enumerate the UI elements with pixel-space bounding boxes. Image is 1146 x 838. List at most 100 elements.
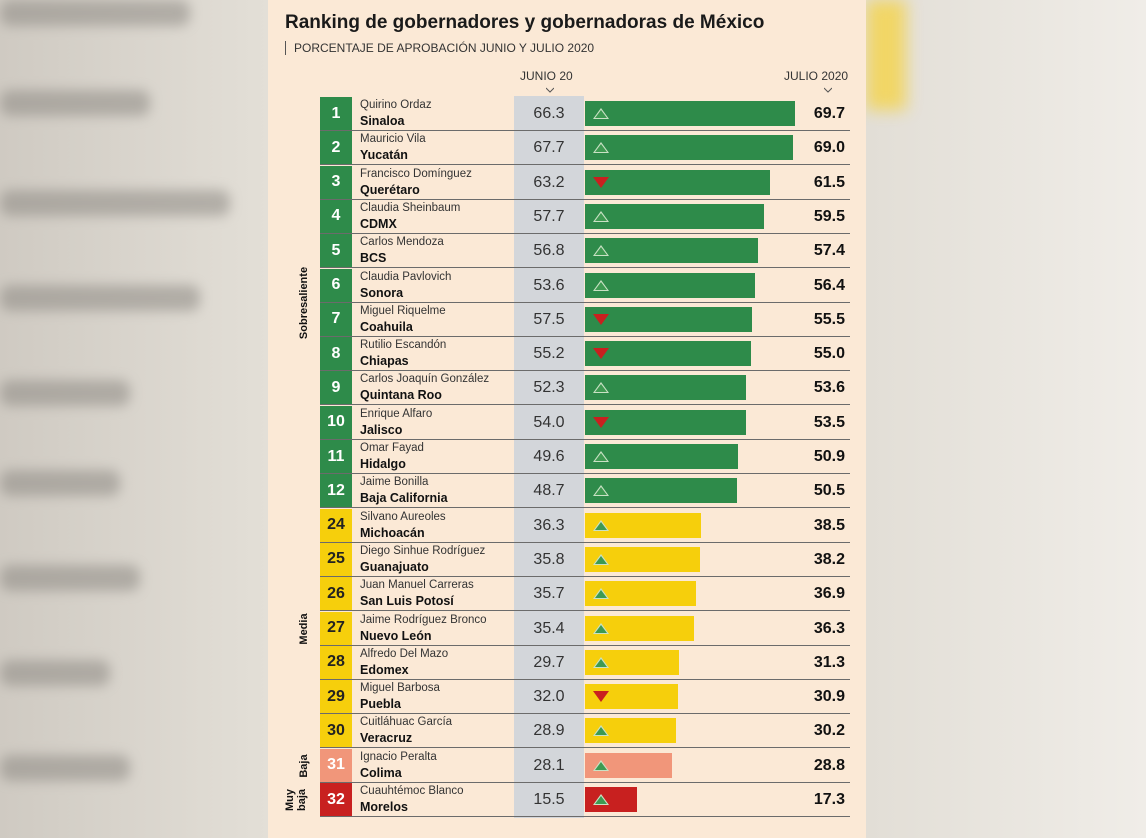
governor-name: Claudia Sheinbaum <box>360 201 461 214</box>
june-value: 55.2 <box>533 345 565 363</box>
rank-badge: 8 <box>320 337 352 371</box>
table-row: 28 Alfredo Del Mazo Edomex 29.7 31.3 <box>320 645 850 680</box>
state-name: BCS <box>360 251 387 266</box>
rank-badge: 32 <box>320 783 352 816</box>
july-value: 53.6 <box>813 379 845 397</box>
july-value: 55.0 <box>813 345 845 363</box>
july-value: 36.3 <box>813 619 845 637</box>
row-divider <box>320 678 850 680</box>
june-value: 67.7 <box>533 139 565 157</box>
trend-down-icon <box>593 691 609 703</box>
state-name: Edomex <box>360 662 409 677</box>
july-value: 53.5 <box>813 413 845 431</box>
governor-name: Claudia Pavlovich <box>360 270 452 283</box>
june-value: 32.0 <box>533 688 565 706</box>
july-value: 57.4 <box>813 242 845 260</box>
july-value: 69.0 <box>813 139 845 157</box>
june-value: 36.3 <box>533 516 565 534</box>
june-value: 52.3 <box>533 379 565 397</box>
governor-name: Omar Fayad <box>360 442 424 454</box>
trend-up-icon <box>593 794 609 805</box>
row-divider <box>320 404 850 406</box>
june-value: 66.3 <box>533 105 565 122</box>
row-divider <box>320 198 850 200</box>
trend-down-icon <box>593 176 609 188</box>
state-name: Veracruz <box>360 731 413 746</box>
june-value: 28.9 <box>533 722 565 740</box>
table-row: 10 Enrique Alfaro Jalisco 54.0 53.5 <box>320 405 850 440</box>
june-column-background <box>514 96 584 818</box>
trend-down-icon <box>593 348 609 360</box>
july-bar <box>585 444 738 469</box>
trend-up-icon <box>593 519 609 531</box>
june-value: 63.2 <box>533 173 565 191</box>
july-bar <box>585 238 758 264</box>
table-row: 26 Juan Manuel Carreras San Luis Potosí 35.… <box>320 577 850 612</box>
trend-up-icon <box>593 485 609 497</box>
july-value: 28.8 <box>813 756 845 774</box>
state-name: San Luis Potosí <box>360 594 454 609</box>
chevron-down-icon <box>824 87 832 93</box>
table-row: 9 Carlos Joaquín González Quintana Roo 52.3… <box>320 371 850 406</box>
rank-badge: 29 <box>320 680 352 714</box>
table-row: 1 Quirino Ordaz Sinaloa 66.3 69.7 <box>320 97 850 131</box>
column-header-june: JUNIO 20 <box>520 69 573 83</box>
july-bar <box>585 101 795 126</box>
rank-badge: 10 <box>320 405 352 439</box>
rank-badge: 26 <box>320 577 352 611</box>
july-value: 55.5 <box>813 310 845 328</box>
governor-name: Miguel Riquelme <box>360 304 446 317</box>
row-divider <box>320 816 850 817</box>
table-row: 5 Carlos Mendoza BCS 56.8 57.4 <box>320 234 850 269</box>
trend-up-icon <box>593 210 609 222</box>
trend-up-icon <box>593 279 609 291</box>
june-value: 53.6 <box>533 276 565 294</box>
july-bar <box>585 375 746 401</box>
rank-badge: 25 <box>320 542 352 576</box>
table-row: 12 Jaime Bonilla Baja California 48.7 50.5 <box>320 474 850 509</box>
rank-badge: 7 <box>320 302 352 336</box>
governor-name: Enrique Alfaro <box>360 407 433 420</box>
june-value: 49.6 <box>533 448 565 465</box>
state-name: Sonora <box>360 285 404 300</box>
group-label: Media <box>297 613 310 645</box>
july-bar <box>585 203 764 229</box>
july-value: 69.7 <box>813 105 845 122</box>
trend-up-icon <box>593 451 609 462</box>
rank-badge: 2 <box>320 131 352 165</box>
july-bar <box>585 341 751 367</box>
june-value: 28.1 <box>533 756 565 774</box>
table-row: 24 Silvano Aureoles Michoacán 36.3 38.5 <box>320 508 850 543</box>
july-value: 38.5 <box>813 516 845 534</box>
trend-up-icon <box>593 553 609 565</box>
rank-badge: 9 <box>320 371 352 405</box>
blurred-background-left <box>0 0 268 838</box>
governor-name: Mauricio Vila <box>360 133 426 146</box>
table-row: 11 Omar Fayad Hidalgo 49.6 50.9 <box>320 440 850 474</box>
july-value: 17.3 <box>813 791 845 808</box>
governor-name: Cuitláhuac García <box>360 716 453 729</box>
july-value: 50.9 <box>813 448 845 465</box>
governor-name: Cuauhtémoc Blanco <box>360 785 464 797</box>
table-row: 27 Jaime Rodríguez Bronco Nuevo León 35.4 36… <box>320 611 850 646</box>
group-label: Baja <box>297 754 310 778</box>
row-divider <box>320 507 850 509</box>
rank-badge: 24 <box>320 508 352 542</box>
row-divider <box>320 438 850 440</box>
row-divider <box>320 301 850 303</box>
governor-name: Jaime Rodríguez Bronco <box>360 613 487 626</box>
june-value: 54.0 <box>533 413 565 431</box>
rank-badge: 27 <box>320 611 352 645</box>
june-value: 56.8 <box>533 242 565 260</box>
trend-up-icon <box>593 245 609 257</box>
state-name: Nuevo León <box>360 628 432 643</box>
june-value: 35.8 <box>533 550 565 568</box>
july-bar <box>585 135 793 161</box>
row-divider <box>320 164 850 166</box>
table-row: 30 Cuitláhuac García Veracruz 28.9 30.2 <box>320 714 850 749</box>
trend-up-icon <box>593 622 609 634</box>
chart-subtitle: PORCENTAJE DE APROBACIÓN JUNIO Y JULIO 2… <box>285 41 594 55</box>
trend-up-icon <box>593 588 609 600</box>
row-divider <box>320 267 850 269</box>
governor-name: Juan Manuel Carreras <box>360 579 474 592</box>
